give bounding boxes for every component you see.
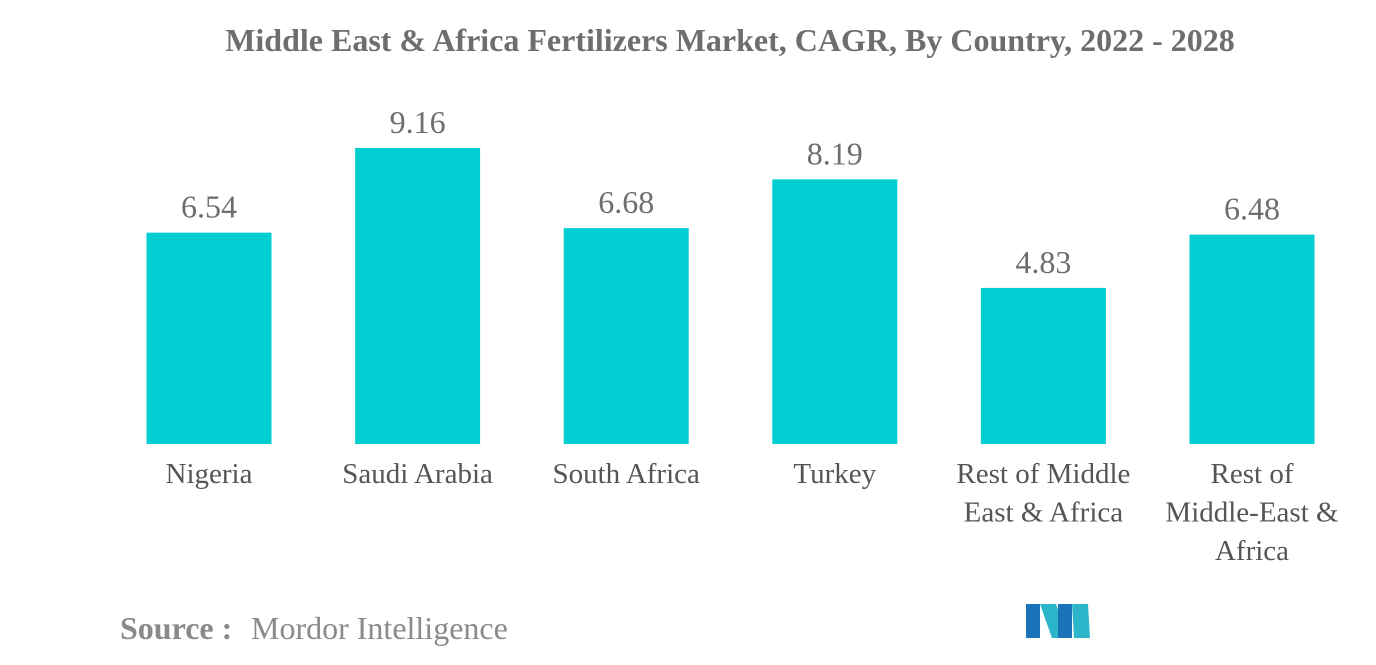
category-label: Rest of Middle-East & Africa (1165, 458, 1339, 567)
category-label: Rest of Middle East & Africa (956, 458, 1130, 529)
bar (772, 179, 898, 444)
source-value: Mordor Intelligence (251, 610, 508, 646)
value-labels-group: 6.54 9.16 6.68 8.19 4.83 6.48 (181, 104, 1280, 280)
logo-shape (1026, 604, 1040, 638)
value-label: 6.48 (1224, 191, 1280, 227)
category-label: South Africa (552, 458, 700, 490)
logo-shape (1058, 604, 1072, 638)
category-labels-group: Nigeria Saudi Arabia South Africa Turkey Res… (166, 458, 1340, 567)
logo-shape (1072, 604, 1090, 638)
value-label: 9.16 (390, 104, 446, 140)
value-label: 6.68 (598, 184, 654, 220)
bar (980, 287, 1106, 444)
bars-group (146, 148, 1315, 444)
value-label: 4.83 (1015, 244, 1071, 280)
bar (146, 232, 272, 444)
value-label: 8.19 (807, 135, 863, 171)
value-label: 6.54 (181, 189, 237, 225)
bar (355, 148, 481, 444)
source-label: Source : (120, 610, 232, 646)
category-label: Nigeria (166, 458, 253, 490)
category-label: Turkey (793, 458, 876, 490)
bar (1189, 234, 1315, 444)
bar (563, 228, 689, 444)
category-label: Saudi Arabia (342, 458, 493, 490)
chart-title: Middle East & Africa Fertilizers Market,… (225, 22, 1235, 58)
mordor-intelligence-logo (1026, 604, 1090, 638)
